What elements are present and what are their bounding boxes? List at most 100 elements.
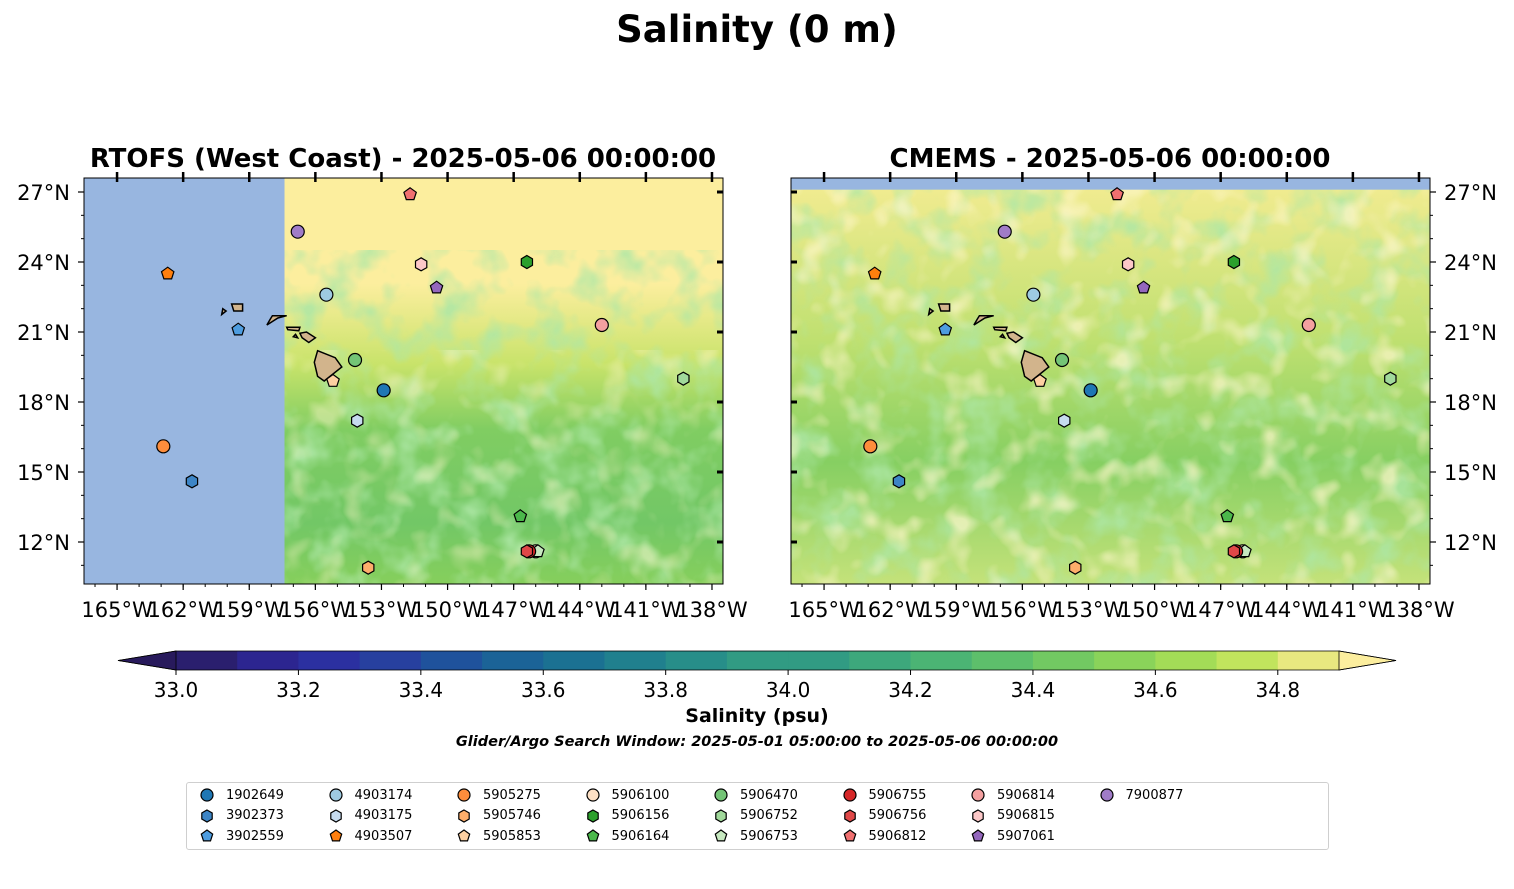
circle-marker-icon xyxy=(842,788,857,802)
float-marker-3902373 xyxy=(185,474,199,489)
float-marker-5905275 xyxy=(863,439,878,454)
colorbar: 33.0 33.2 33.4 33.6 33.8 34.0 34.2 34.4 34.6 34.8 xyxy=(117,650,1397,702)
legend-item-5905746: 5905746 xyxy=(456,806,541,826)
legend-marker-4903507 xyxy=(329,829,342,842)
legend-label: 5906756 xyxy=(868,808,927,823)
colorbar-segment xyxy=(788,651,850,670)
hawaiian-islands xyxy=(927,303,1050,382)
float-marker-7900877 xyxy=(997,224,1012,239)
float-marker-5906164 xyxy=(1220,509,1235,523)
colorbar-under-arrow xyxy=(117,650,177,671)
hexagon-marker-icon xyxy=(715,808,727,823)
legend-label: 3902559 xyxy=(226,828,284,844)
x-tick-label: 150°W xyxy=(1119,598,1191,622)
y-tick-label: 18°N xyxy=(17,391,70,415)
float-marker-5906815 xyxy=(1121,257,1135,272)
y-tick-label: 24°N xyxy=(1444,251,1497,275)
colorbar-segment xyxy=(176,651,238,670)
colorbar-segment xyxy=(726,651,789,670)
pentagon-marker-icon xyxy=(457,829,471,842)
rtofs-axes: 165°W162°W159°W156°W153°W150°W147°W144°W… xyxy=(17,172,748,622)
legend-marker-5907061 xyxy=(971,829,985,842)
colorbar-segment xyxy=(359,651,422,670)
legend-label: 5905853 xyxy=(483,828,541,844)
legend-label: 5905275 xyxy=(483,787,541,803)
hawaiian-islands xyxy=(220,303,343,382)
legend-item-3902373: 3902373 xyxy=(199,806,284,826)
y-tick-label: 15°N xyxy=(1444,461,1497,485)
panel-cmems: CMEMS - 2025-05-06 00:00:00 165°W162°W15… xyxy=(788,144,1497,622)
x-tick-label: 147°W xyxy=(478,598,550,622)
legend-label: 5905746 xyxy=(483,808,541,823)
circle-marker-icon xyxy=(457,788,471,802)
legend-item-5906814: 5906814 xyxy=(970,785,1055,805)
legend-marker-5906756 xyxy=(843,808,856,823)
legend-item-5906470: 5906470 xyxy=(713,785,798,805)
float-legend: 1902649 3902373 3902559 4903174 4903175 49035… xyxy=(186,782,1329,850)
legend-item-5906812: 5906812 xyxy=(842,826,926,846)
float-marker-4903507 xyxy=(160,266,175,280)
y-tick-label: 21°N xyxy=(1444,321,1497,345)
legend-marker-5906814 xyxy=(971,788,985,802)
x-tick-label: 144°W xyxy=(544,598,616,622)
pentagon-marker-icon xyxy=(329,829,342,842)
hexagon-marker-icon xyxy=(329,808,342,823)
hexagon-marker-icon xyxy=(458,808,470,823)
float-marker-4903175 xyxy=(351,413,364,428)
legend-marker-5905746 xyxy=(458,808,470,823)
pentagon-marker-icon xyxy=(714,829,728,842)
float-marker-5906470 xyxy=(347,352,363,368)
island-5 xyxy=(927,307,935,317)
y-tick-label: 27°N xyxy=(1444,181,1497,205)
float-marker-5905275 xyxy=(156,439,171,454)
colorbar-segment xyxy=(420,651,483,670)
island-3 xyxy=(266,314,287,326)
legend-label: 5906815 xyxy=(997,808,1055,823)
y-tick-label: 24°N xyxy=(17,251,70,275)
colorbar-segment xyxy=(1094,651,1156,670)
float-marker-5906814 xyxy=(594,317,609,333)
legend-marker-5905275 xyxy=(457,788,471,802)
hexagon-marker-icon xyxy=(843,808,856,823)
x-tick-label: 156°W xyxy=(987,598,1059,622)
legend-marker-4903174 xyxy=(328,788,343,802)
legend-marker-3902559 xyxy=(200,829,214,842)
float-marker-5906164 xyxy=(513,509,528,523)
float-marker-1902649 xyxy=(1083,383,1098,398)
legend-marker-5906753 xyxy=(714,829,728,842)
legend-item-5905275: 5905275 xyxy=(456,785,541,805)
circle-marker-icon xyxy=(1099,788,1114,802)
float-marker-5905853 xyxy=(1033,373,1047,387)
rtofs-field-texture-2 xyxy=(284,350,723,584)
float-marker-1902649 xyxy=(376,383,391,398)
float-marker-5907061 xyxy=(429,280,444,294)
x-tick-label: 141°W xyxy=(610,598,682,622)
legend-marker-4903175 xyxy=(329,808,342,823)
panel-title-rtofs: RTOFS (West Coast) - 2025-05-06 00:00:00 xyxy=(90,144,716,174)
colorbar-segment xyxy=(910,651,973,670)
x-tick-label: 159°W xyxy=(214,598,286,622)
island-2 xyxy=(992,326,1008,332)
island-5 xyxy=(220,307,228,317)
legend-label: 3902373 xyxy=(226,808,284,823)
legend-item-5906815: 5906815 xyxy=(970,806,1055,826)
legend-item-5906156: 5906156 xyxy=(585,806,669,826)
legend-item-4903175: 4903175 xyxy=(328,806,413,826)
island-4 xyxy=(937,303,951,312)
legend-label: 4903175 xyxy=(354,808,413,823)
float-marker-5906156 xyxy=(1227,254,1241,270)
legend-marker-5906164 xyxy=(586,829,599,842)
colorbar-tick-label: 34.0 xyxy=(766,678,811,702)
x-tick-label: 162°W xyxy=(854,598,926,622)
legend-label: 5906100 xyxy=(611,787,670,803)
x-tick-label: 147°W xyxy=(1185,598,1257,622)
hexagon-marker-icon xyxy=(586,808,599,823)
hexagon-marker-icon xyxy=(972,808,984,823)
float-marker-4903174 xyxy=(1026,287,1041,302)
search-window-caption: Glider/Argo Search Window: 2025-05-01 05… xyxy=(456,734,1058,750)
legend-label: 4903174 xyxy=(354,787,413,803)
island-6 xyxy=(998,333,1007,339)
float-marker-3902559 xyxy=(938,322,953,336)
y-tick-label: 12°N xyxy=(1444,531,1497,555)
legend-marker-7900877 xyxy=(1099,788,1114,802)
